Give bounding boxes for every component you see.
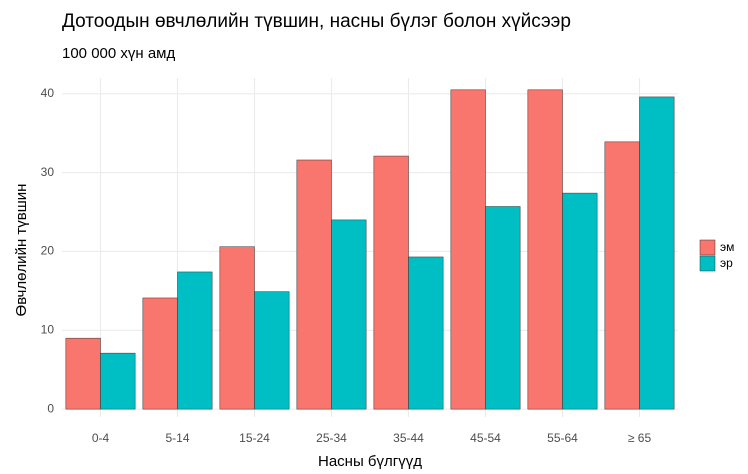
bar — [254, 291, 290, 410]
y-tick-label: 20 — [41, 244, 55, 258]
x-tick-label: 55-64 — [547, 431, 578, 445]
bar — [296, 159, 332, 410]
y-tick-label: 30 — [41, 165, 55, 179]
y-tick-label: 10 — [41, 322, 55, 336]
bar — [639, 96, 675, 410]
y-tick-label: 40 — [41, 86, 55, 100]
legend-swatch — [699, 255, 716, 272]
x-tick-label: 15-24 — [239, 431, 270, 445]
x-tick-label: ≥ 65 — [628, 431, 652, 445]
bar — [177, 271, 213, 410]
bar — [450, 89, 486, 410]
legend-label: эм — [720, 240, 734, 254]
y-axis-label: Өвчлөлийн түвшин — [13, 184, 30, 317]
x-tick-label: 25-34 — [316, 431, 347, 445]
bar — [373, 155, 409, 410]
bar — [100, 352, 136, 410]
chart-subtitle: 100 000 хүн амд — [62, 45, 175, 62]
chart-title: Дотоодын өвчлөлийн түвшин, насны бүлэг б… — [62, 11, 571, 32]
y-tick-label: 0 — [47, 401, 54, 415]
bar — [604, 141, 640, 410]
bar — [485, 206, 521, 410]
bar — [527, 89, 563, 410]
legend-label: эр — [720, 256, 733, 270]
bar — [219, 246, 255, 410]
bar — [65, 337, 101, 410]
bar — [562, 192, 598, 410]
x-tick-label: 35-44 — [393, 431, 424, 445]
bar — [408, 256, 444, 410]
legend-swatch — [699, 239, 716, 256]
x-tick-label: 5-14 — [165, 431, 189, 445]
bar — [331, 219, 367, 410]
bar — [142, 297, 178, 410]
x-tick-label: 45-54 — [470, 431, 501, 445]
x-axis-label: Насны бүлгүүд — [318, 453, 422, 470]
x-tick-label: 0-4 — [92, 431, 110, 445]
